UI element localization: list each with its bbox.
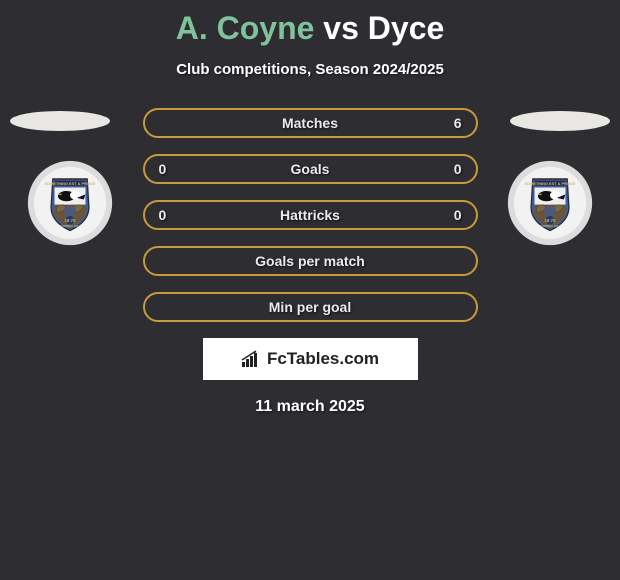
stat-row-mpg: Min per goal <box>143 292 478 322</box>
stat-hattricks-label: Hattricks <box>280 207 340 223</box>
stat-matches-label: Matches <box>282 115 338 131</box>
svg-text:18 70: 18 70 <box>65 218 76 223</box>
stat-hattricks-p1: 0 <box>159 207 171 223</box>
bar-chart-icon <box>241 350 263 368</box>
stat-mpg-label: Min per goal <box>269 299 351 315</box>
date-text: 11 march 2025 <box>0 398 620 416</box>
player2-club-badge: SOMETHING EST & PROUD 18 70 FOOTBALL CLU… <box>500 160 600 246</box>
stat-gpm-label: Goals per match <box>255 253 365 269</box>
player1-club-badge: SOMETHING EST & PROUD 18 70 FOOTBALL CLU… <box>20 160 120 246</box>
player2-face-ellipse <box>510 111 610 131</box>
stat-row-goals: 0 Goals 0 <box>143 154 478 184</box>
comparison-title: A. Coyne vs Dyce <box>0 0 620 47</box>
stat-row-hattricks: 0 Hattricks 0 <box>143 200 478 230</box>
brand-name: FcTables.com <box>267 349 379 369</box>
svg-text:FOOTBALL CLUB: FOOTBALL CLUB <box>539 224 562 228</box>
stat-row-gpm: Goals per match <box>143 246 478 276</box>
player2-name: Dyce <box>368 10 445 46</box>
svg-text:SOMETHING EST & PROUD: SOMETHING EST & PROUD <box>525 181 576 186</box>
stat-goals-p1: 0 <box>159 161 171 177</box>
content-area: SOMETHING EST & PROUD 18 70 FOOTBALL CLU… <box>0 108 620 416</box>
vs-text: vs <box>323 10 359 46</box>
stat-hattricks-p2: 0 <box>450 207 462 223</box>
subtitle: Club competitions, Season 2024/2025 <box>0 61 620 78</box>
svg-text:FOOTBALL CLUB: FOOTBALL CLUB <box>59 224 82 228</box>
stats-container: Matches 6 0 Goals 0 0 Hattricks 0 Goals … <box>143 108 478 322</box>
stat-row-matches: Matches 6 <box>143 108 478 138</box>
stat-goals-p2: 0 <box>450 161 462 177</box>
brand-text: FcTables.com <box>241 349 379 369</box>
stat-goals-label: Goals <box>291 161 330 177</box>
player1-name: A. Coyne <box>176 10 315 46</box>
svg-text:18 70: 18 70 <box>545 218 556 223</box>
stat-matches-p2: 6 <box>450 115 462 131</box>
brand-box[interactable]: FcTables.com <box>203 338 418 380</box>
player1-face-ellipse <box>10 111 110 131</box>
svg-text:SOMETHING EST & PROUD: SOMETHING EST & PROUD <box>45 181 96 186</box>
